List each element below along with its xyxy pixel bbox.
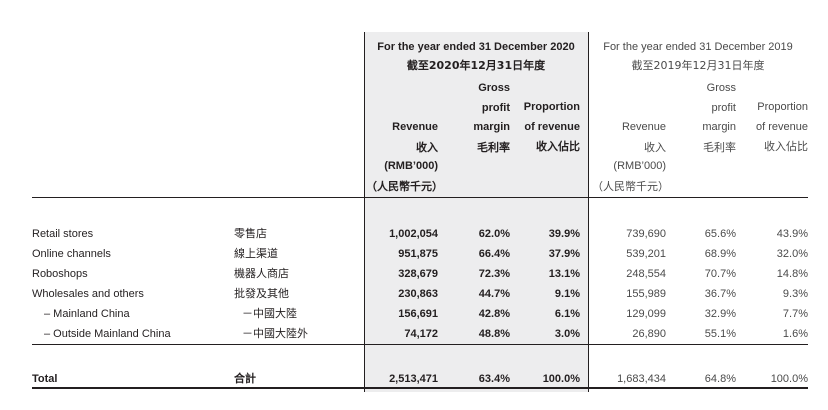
revenue-2019: 248,554 [626, 268, 666, 280]
header-rule [32, 197, 808, 198]
row-label-zh: －中國大陸 [242, 307, 297, 320]
gross-margin-2019: 36.7% [704, 288, 736, 300]
total-label-en: Total [32, 373, 58, 385]
gross-margin-2019: 65.6% [704, 228, 736, 240]
table-row: Wholesales and others 批發及其他 230,863 44.7… [0, 287, 828, 301]
revenue-2020: 156,691 [398, 308, 438, 320]
total-proportion-2019: 100.0% [770, 373, 808, 385]
header-2019-title-en: For the year ended 31 December 2019 [603, 41, 793, 53]
gross-margin-2019: 68.9% [704, 248, 736, 260]
total-rule [32, 387, 808, 389]
proportion-2020: 6.1% [554, 308, 580, 320]
revenue-2020: 230,863 [398, 288, 438, 300]
proportion-2019: 43.9% [776, 228, 808, 240]
revenue-2020: 1,002,054 [389, 228, 438, 240]
proportion-2019: 32.0% [776, 248, 808, 260]
table-row: Retail stores 零售店 1,002,054 62.0% 39.9% … [0, 227, 828, 241]
header-2019-revenue: Revenue 收入 (RMB’000) （人民幣千元） [592, 121, 669, 193]
header-2019-title-zh: 截至2019年12月31日年度 [631, 59, 765, 72]
proportion-2020: 3.0% [554, 328, 580, 340]
gross-margin-2020: 62.0% [478, 228, 510, 240]
row-label-zh: 線上渠道 [234, 247, 278, 260]
proportion-2020: 39.9% [548, 228, 580, 240]
row-label-zh: 零售店 [234, 227, 267, 240]
total-label-zh: 合計 [234, 372, 256, 385]
row-label-en: – Outside Mainland China [44, 328, 171, 340]
gross-margin-2019: 32.9% [704, 308, 736, 320]
header-2019-proportion: Proportion of revenue 收入佔比 [756, 101, 808, 153]
row-label-en: Retail stores [32, 228, 94, 240]
year-2020-shading [364, 32, 588, 392]
gross-margin-2020: 42.8% [478, 308, 510, 320]
revenue-2020: 951,875 [398, 248, 438, 260]
gross-margin-2020: 44.7% [478, 288, 510, 300]
proportion-2019: 9.3% [782, 288, 808, 300]
row-label-en: – Mainland China [44, 308, 130, 320]
table-row: Online channels 線上渠道 951,875 66.4% 37.9%… [0, 247, 828, 261]
header-2020-gross-margin: Gross profit margin 毛利率 [473, 82, 510, 154]
gross-margin-2019: 70.7% [704, 268, 736, 280]
table-row: – Mainland China －中國大陸 156,691 42.8% 6.1… [0, 307, 828, 321]
gross-margin-2019: 55.1% [704, 328, 736, 340]
proportion-2020: 9.1% [554, 288, 580, 300]
revenue-2019: 539,201 [626, 248, 666, 260]
proportion-2019: 7.7% [782, 308, 808, 320]
row-label-en: Wholesales and others [32, 288, 144, 300]
gross-margin-2020: 48.8% [478, 328, 510, 340]
header-2020-title-en: For the year ended 31 December 2020 [377, 41, 575, 53]
total-revenue-2020: 2,513,471 [389, 373, 438, 385]
header-2020-title-zh: 截至2020年12月31日年度 [406, 59, 546, 72]
gross-margin-2020: 72.3% [478, 268, 510, 280]
revenue-2020: 74,172 [404, 328, 438, 340]
revenue-2019: 26,890 [632, 328, 666, 340]
year-2020-left-border [364, 32, 365, 392]
total-proportion-2020: 100.0% [542, 373, 580, 385]
header-2020-proportion: Proportion of revenue 收入佔比 [523, 101, 580, 153]
revenue-2020: 328,679 [398, 268, 438, 280]
proportion-2020: 37.9% [548, 248, 580, 260]
row-label-zh: 機器人商店 [234, 267, 289, 280]
revenue-2019: 155,989 [626, 288, 666, 300]
table-row: – Outside Mainland China －中國大陸外 74,172 4… [0, 327, 828, 341]
proportion-2019: 1.6% [782, 328, 808, 340]
year-2020-right-border [588, 32, 589, 392]
revenue-2019: 739,690 [626, 228, 666, 240]
row-label-zh: 批發及其他 [234, 287, 289, 300]
proportion-2019: 14.8% [776, 268, 808, 280]
gross-margin-2020: 66.4% [478, 248, 510, 260]
total-row: Total 合計 2,513,471 63.4% 100.0% 1,683,43… [0, 372, 828, 386]
row-label-zh: －中國大陸外 [242, 327, 308, 340]
header-2020-revenue: Revenue 收入 (RMB’000) （人民幣千元） [366, 121, 443, 193]
row-label-en: Online channels [32, 248, 111, 260]
table-row: Roboshops 機器人商店 328,679 72.3% 13.1% 248,… [0, 267, 828, 281]
total-gross-margin-2020: 63.4% [478, 373, 510, 385]
subtotal-rule [32, 344, 808, 345]
total-gross-margin-2019: 64.8% [704, 373, 736, 385]
total-revenue-2019: 1,683,434 [617, 373, 666, 385]
revenue-2019: 129,099 [626, 308, 666, 320]
row-label-en: Roboshops [32, 268, 88, 280]
proportion-2020: 13.1% [548, 268, 580, 280]
header-2019-gross-margin: Gross profit margin 毛利率 [702, 82, 736, 154]
